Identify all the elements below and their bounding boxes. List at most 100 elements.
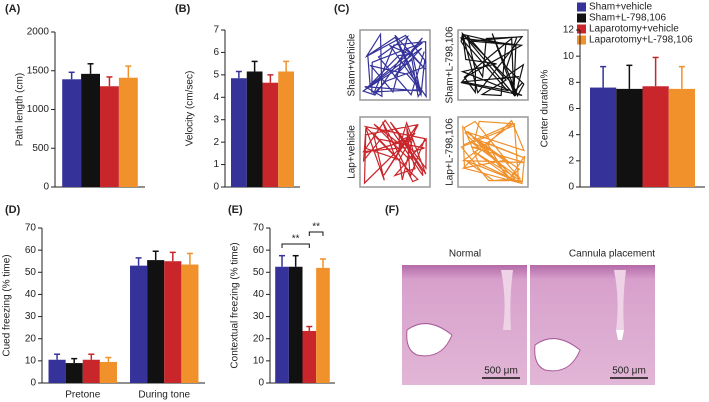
bar [246, 71, 263, 187]
bar [118, 77, 138, 187]
y-tick-label: 40 [253, 289, 265, 300]
error-bar [626, 64, 633, 89]
y-tick-label: 6 [213, 47, 219, 58]
y-tick-label: 30 [25, 311, 37, 322]
error-bar [267, 74, 274, 83]
error-bar [54, 353, 61, 360]
x-tick-label: During tone [138, 390, 190, 401]
arena-label: Sham+L-798,106 [445, 26, 456, 103]
cannula-track [616, 330, 624, 340]
error-bar [678, 65, 685, 89]
error-bar [105, 356, 112, 362]
y-tick-label: 0 [568, 182, 574, 193]
bar [99, 361, 117, 383]
error-bar [135, 257, 142, 266]
y-tick-label: 4 [213, 92, 219, 103]
panel-label: (B) [175, 3, 191, 15]
y-axis-label: Path length (cm) [15, 73, 26, 146]
error-bar [251, 60, 258, 72]
y-tick-label: 0 [30, 378, 36, 389]
legend-label: Sham+vehicle [589, 2, 653, 13]
significance-bracket [308, 231, 324, 236]
panel-label: (A) [5, 3, 21, 15]
arena-label: Lap+L-798,106 [445, 118, 456, 186]
bar [288, 266, 303, 383]
y-tick-label: 60 [25, 245, 37, 256]
legend-swatch [577, 2, 586, 12]
bar [147, 260, 165, 383]
error-bar [319, 258, 326, 268]
y-tick-label: 10 [253, 355, 265, 366]
ventricle [406, 323, 453, 357]
y-tick-label: 1 [213, 159, 219, 170]
y-tick-label: 60 [253, 245, 265, 256]
y-tick-label: 2000 [27, 27, 50, 38]
image-label: Cannula placement [569, 249, 655, 260]
legend-swatch [577, 24, 586, 34]
arena-label: Lap+vehicle [347, 125, 358, 179]
panel-label: (D) [5, 204, 21, 216]
y-tick-label: 0 [258, 378, 264, 389]
bar [590, 87, 617, 187]
bar [642, 86, 669, 187]
trajectory [460, 119, 526, 185]
bar [262, 82, 279, 187]
bar [231, 78, 247, 187]
bar [278, 71, 294, 187]
bar [65, 363, 83, 383]
error-bar [71, 357, 78, 364]
midline [614, 270, 626, 330]
y-axis-label: Center duration% [540, 69, 551, 147]
y-tick-label: 1000 [27, 104, 50, 115]
legend-swatch [577, 13, 586, 23]
y-tick-label: 40 [25, 289, 37, 300]
significance-label: ** [312, 222, 320, 233]
y-tick-label: 2 [568, 155, 574, 166]
y-tick-label: 20 [253, 333, 265, 344]
y-axis-label: Contextual freezing (% time) [230, 242, 241, 368]
error-bar [652, 56, 659, 87]
y-tick-label: 0 [213, 182, 219, 193]
legend-label: Laparotomy+L-798,106 [589, 35, 693, 46]
y-axis-label: Cued freezing (% time) [2, 254, 13, 356]
error-bar [279, 254, 286, 267]
error-bar [292, 254, 299, 267]
error-bar [106, 76, 113, 87]
bar [100, 86, 119, 187]
trajectory [361, 32, 427, 99]
y-tick-label: 6 [568, 103, 574, 114]
y-axis-label: Velocity (cm/sec) [185, 71, 196, 147]
ventricle [534, 338, 581, 372]
y-tick-label: 4 [568, 129, 574, 140]
y-tick-label: 2 [213, 137, 219, 148]
bar [81, 73, 100, 187]
error-bar [235, 70, 242, 79]
bar [130, 265, 148, 383]
arena-label: Sham+vehicle [347, 33, 358, 97]
y-tick-label: 3 [213, 114, 219, 125]
panel-label: (F) [385, 204, 399, 216]
trajectory [459, 31, 525, 98]
bar [181, 264, 199, 383]
scale-bar-label: 500 μm [612, 366, 646, 377]
bar [316, 267, 330, 383]
bar [48, 359, 66, 383]
y-tick-label: 8 [568, 77, 574, 88]
error-bar [186, 252, 193, 265]
legend-swatch [577, 35, 586, 45]
error-bar [68, 71, 75, 80]
x-tick-label: Pretone [65, 390, 100, 401]
bar [616, 88, 643, 187]
bar [668, 88, 695, 187]
significance-bracket [281, 243, 310, 248]
y-tick-label: 70 [25, 223, 37, 234]
error-bar [87, 63, 94, 74]
y-tick-label: 10 [25, 355, 37, 366]
legend-label: Sham+L-798,106 [589, 13, 666, 24]
panel-label: (E) [228, 204, 243, 216]
y-tick-label: 50 [25, 267, 37, 278]
error-bar [169, 251, 176, 262]
image-label: Normal [449, 249, 481, 260]
y-tick-label: 10 [563, 51, 575, 62]
